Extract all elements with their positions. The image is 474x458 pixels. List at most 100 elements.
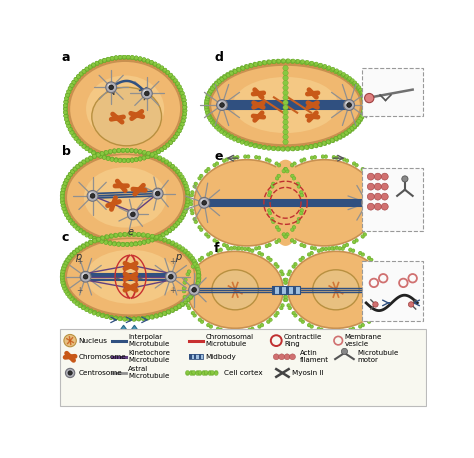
Circle shape	[126, 158, 130, 162]
Circle shape	[305, 60, 310, 64]
Circle shape	[62, 184, 65, 188]
Circle shape	[290, 239, 293, 242]
Circle shape	[198, 371, 202, 376]
Circle shape	[75, 301, 79, 305]
Circle shape	[205, 107, 209, 110]
Circle shape	[150, 235, 154, 239]
Circle shape	[93, 239, 97, 243]
Circle shape	[196, 274, 201, 278]
Circle shape	[363, 101, 367, 105]
Circle shape	[277, 228, 280, 232]
Circle shape	[66, 90, 71, 94]
Circle shape	[170, 226, 174, 230]
Circle shape	[213, 239, 216, 242]
Circle shape	[205, 97, 209, 101]
Circle shape	[80, 72, 83, 76]
Circle shape	[296, 146, 300, 150]
Circle shape	[192, 371, 196, 374]
Circle shape	[281, 273, 284, 276]
Circle shape	[160, 147, 164, 152]
Circle shape	[373, 302, 378, 307]
Circle shape	[326, 66, 330, 70]
Circle shape	[188, 255, 191, 259]
Circle shape	[88, 240, 92, 244]
Circle shape	[104, 315, 108, 319]
Circle shape	[367, 256, 371, 260]
Circle shape	[352, 124, 356, 128]
Circle shape	[158, 235, 162, 239]
Circle shape	[173, 224, 177, 228]
Circle shape	[209, 325, 212, 328]
Circle shape	[258, 61, 262, 65]
Circle shape	[290, 147, 294, 150]
Circle shape	[300, 146, 304, 150]
Circle shape	[362, 97, 366, 101]
Circle shape	[118, 56, 122, 60]
Circle shape	[344, 131, 347, 134]
Circle shape	[61, 201, 65, 204]
Circle shape	[352, 249, 355, 252]
Circle shape	[277, 174, 281, 178]
Circle shape	[100, 239, 104, 243]
Circle shape	[324, 155, 328, 158]
Circle shape	[149, 153, 153, 157]
Circle shape	[82, 305, 85, 310]
Circle shape	[177, 305, 181, 308]
Circle shape	[234, 70, 237, 74]
Circle shape	[181, 247, 184, 251]
Circle shape	[163, 69, 166, 72]
Circle shape	[66, 90, 70, 93]
Circle shape	[266, 202, 270, 206]
Text: +: +	[169, 286, 175, 295]
Circle shape	[165, 71, 170, 75]
Circle shape	[230, 72, 234, 76]
Circle shape	[353, 82, 356, 86]
Circle shape	[186, 252, 190, 256]
Circle shape	[176, 82, 180, 86]
Circle shape	[130, 56, 134, 60]
Circle shape	[277, 239, 281, 242]
Ellipse shape	[313, 270, 359, 310]
Circle shape	[374, 182, 377, 185]
Circle shape	[296, 220, 299, 224]
Circle shape	[82, 69, 86, 73]
Circle shape	[89, 148, 92, 152]
Circle shape	[345, 74, 349, 78]
Text: Cell cortex: Cell cortex	[224, 370, 262, 376]
Circle shape	[127, 233, 131, 237]
Circle shape	[113, 233, 117, 237]
Circle shape	[73, 167, 77, 170]
Circle shape	[89, 192, 93, 196]
Circle shape	[260, 323, 264, 327]
Circle shape	[341, 132, 345, 136]
Circle shape	[185, 204, 189, 207]
Circle shape	[335, 137, 339, 142]
Circle shape	[209, 117, 212, 121]
Circle shape	[205, 109, 209, 113]
Circle shape	[74, 77, 78, 81]
Circle shape	[134, 56, 138, 60]
Circle shape	[257, 145, 261, 149]
Circle shape	[71, 254, 74, 257]
Circle shape	[331, 67, 335, 71]
Circle shape	[68, 256, 72, 260]
Circle shape	[60, 191, 64, 194]
Circle shape	[191, 191, 194, 194]
Circle shape	[126, 56, 130, 60]
Circle shape	[207, 114, 211, 118]
Circle shape	[187, 306, 191, 310]
Circle shape	[79, 162, 83, 166]
Circle shape	[334, 70, 338, 73]
Circle shape	[196, 277, 201, 281]
Ellipse shape	[187, 251, 283, 328]
Circle shape	[177, 305, 181, 308]
Circle shape	[106, 157, 110, 161]
Circle shape	[249, 64, 253, 67]
Circle shape	[225, 245, 228, 248]
Circle shape	[175, 132, 179, 136]
Circle shape	[348, 328, 352, 331]
Circle shape	[181, 91, 184, 95]
Circle shape	[89, 240, 92, 244]
Circle shape	[229, 71, 233, 74]
Circle shape	[73, 299, 77, 303]
